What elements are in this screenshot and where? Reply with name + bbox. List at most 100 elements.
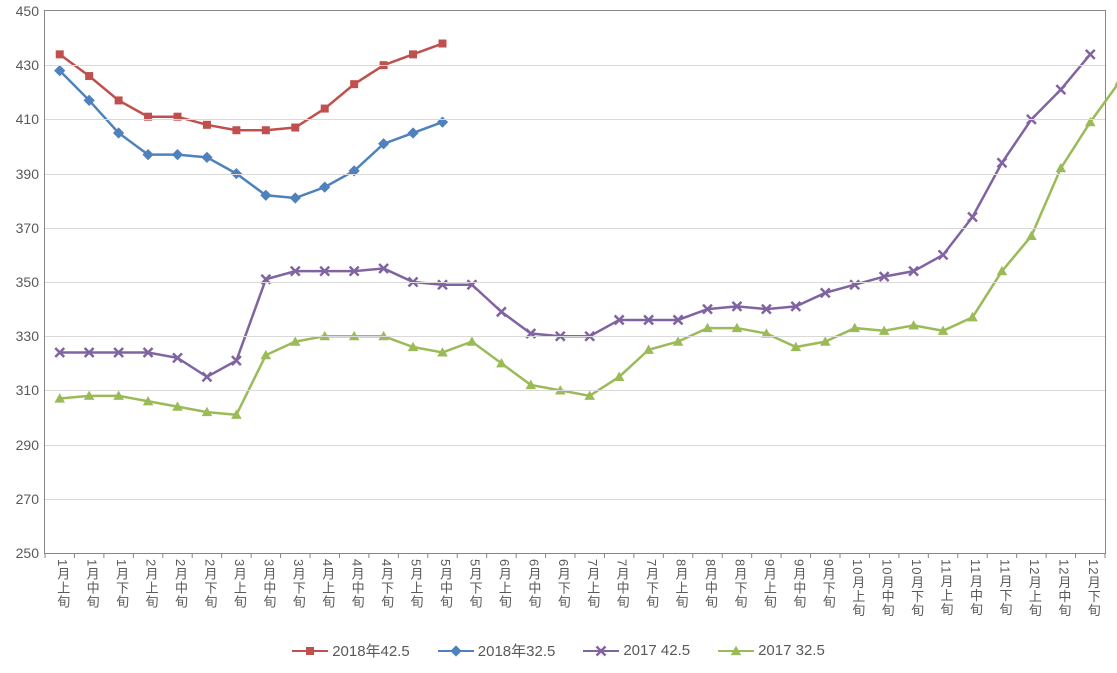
x-tick-label: 10月下旬 xyxy=(907,553,926,617)
x-tick-label: 4月上旬 xyxy=(318,553,337,609)
series-marker xyxy=(321,105,329,113)
series-marker xyxy=(290,192,301,203)
series-marker xyxy=(439,40,447,48)
y-tick-label: 290 xyxy=(16,437,45,453)
series-marker xyxy=(56,50,64,58)
x-tick-label: 12月下旬 xyxy=(1084,553,1103,617)
gridline xyxy=(45,336,1105,337)
x-tick-label: 7月中旬 xyxy=(613,553,632,609)
x-tick-label: 6月下旬 xyxy=(554,553,573,609)
x-tick-label: 11月上旬 xyxy=(937,553,956,617)
y-tick-label: 410 xyxy=(16,111,45,127)
x-tick-label: 8月下旬 xyxy=(730,553,749,609)
x-tick-label: 3月下旬 xyxy=(289,553,308,609)
x-tick-label: 3月上旬 xyxy=(230,553,249,609)
y-tick-label: 310 xyxy=(16,382,45,398)
gridline xyxy=(45,119,1105,120)
x-tick-label: 1月上旬 xyxy=(53,553,72,609)
series-marker xyxy=(201,152,212,163)
series-marker xyxy=(437,116,448,127)
series-line xyxy=(60,44,443,131)
series-line xyxy=(60,81,1117,414)
legend-swatch xyxy=(438,644,474,658)
gridline xyxy=(45,228,1105,229)
x-tick-label: 3月中旬 xyxy=(259,553,278,609)
y-tick-label: 270 xyxy=(16,491,45,507)
y-tick-label: 250 xyxy=(16,545,45,561)
series-marker xyxy=(968,212,977,221)
series-marker xyxy=(262,126,270,134)
series-marker xyxy=(172,149,183,160)
gridline xyxy=(45,65,1105,66)
legend: 2018年42.5 2018年32.5 2017 42.5 2017 32.5 xyxy=(0,640,1117,661)
legend-item: 2018年32.5 xyxy=(438,640,556,661)
x-tick-label: 2月中旬 xyxy=(171,553,190,609)
gridline xyxy=(45,390,1105,391)
x-tick-label: 1月下旬 xyxy=(112,553,131,609)
x-tick-label: 7月下旬 xyxy=(642,553,661,609)
x-tick-label: 2月下旬 xyxy=(200,553,219,609)
x-tick-label: 11月中旬 xyxy=(966,553,985,617)
legend-item: 2018年42.5 xyxy=(292,640,410,661)
x-tick-label: 12月上旬 xyxy=(1025,553,1044,617)
y-tick-label: 330 xyxy=(16,328,45,344)
legend-label: 2018年32.5 xyxy=(478,640,556,661)
legend-label: 2017 32.5 xyxy=(758,642,825,659)
series-marker xyxy=(291,124,299,132)
legend-item: 2017 42.5 xyxy=(583,640,690,661)
x-tick-label: 12月中旬 xyxy=(1054,553,1073,617)
legend-label: 2018年42.5 xyxy=(332,640,410,661)
x-tick-label: 10月中旬 xyxy=(878,553,897,617)
series-marker xyxy=(1026,231,1037,240)
series-marker xyxy=(203,121,211,129)
x-tick-label: 11月下旬 xyxy=(995,553,1014,617)
legend-swatch xyxy=(292,644,328,658)
series-marker xyxy=(997,158,1006,167)
series-marker xyxy=(409,50,417,58)
plot-area: 2502702903103303503703904104304501月上旬1月中… xyxy=(44,10,1106,554)
series-marker xyxy=(115,96,123,104)
y-tick-label: 350 xyxy=(16,274,45,290)
legend-label: 2017 42.5 xyxy=(623,642,690,659)
series-marker xyxy=(202,372,211,381)
x-tick-label: 5月上旬 xyxy=(407,553,426,609)
x-tick-label: 4月下旬 xyxy=(377,553,396,609)
x-tick-label: 8月上旬 xyxy=(672,553,691,609)
legend-swatch xyxy=(583,644,619,658)
gridline xyxy=(45,499,1105,500)
series-marker xyxy=(232,126,240,134)
x-tick-label: 9月中旬 xyxy=(789,553,808,609)
x-tick-label: 9月上旬 xyxy=(760,553,779,609)
x-tick-label: 8月中旬 xyxy=(701,553,720,609)
series-marker xyxy=(1086,50,1095,59)
x-tick-label: 10月上旬 xyxy=(848,553,867,617)
series-marker xyxy=(908,320,919,329)
x-tick-label: 5月下旬 xyxy=(465,553,484,609)
x-tick-label: 6月中旬 xyxy=(524,553,543,609)
series-marker xyxy=(1056,85,1065,94)
series-marker xyxy=(939,250,948,259)
series-marker xyxy=(350,80,358,88)
x-tick-label: 7月上旬 xyxy=(583,553,602,609)
y-tick-label: 370 xyxy=(16,220,45,236)
legend-swatch xyxy=(718,644,754,658)
gridline xyxy=(45,174,1105,175)
legend-item: 2017 32.5 xyxy=(718,640,825,661)
gridline xyxy=(45,282,1105,283)
y-tick-label: 390 xyxy=(16,166,45,182)
series-marker xyxy=(407,127,418,138)
x-tick-label: 6月上旬 xyxy=(495,553,514,609)
x-tick-label: 5月中旬 xyxy=(436,553,455,609)
series-marker xyxy=(85,72,93,80)
chart-container: 250 270 290 310 330 350 370 390 410 430 450 1月上旬 1月中… xyxy=(0,0,1117,673)
y-tick-label: 430 xyxy=(16,57,45,73)
series-marker xyxy=(467,336,478,345)
x-tick-label: 4月中旬 xyxy=(348,553,367,609)
x-tick-label: 2月上旬 xyxy=(142,553,161,609)
y-tick-label: 450 xyxy=(16,3,45,19)
series-marker xyxy=(497,307,506,316)
x-tick-label: 9月下旬 xyxy=(819,553,838,609)
series-marker xyxy=(319,182,330,193)
gridline xyxy=(45,445,1105,446)
x-tick-label: 1月中旬 xyxy=(83,553,102,609)
